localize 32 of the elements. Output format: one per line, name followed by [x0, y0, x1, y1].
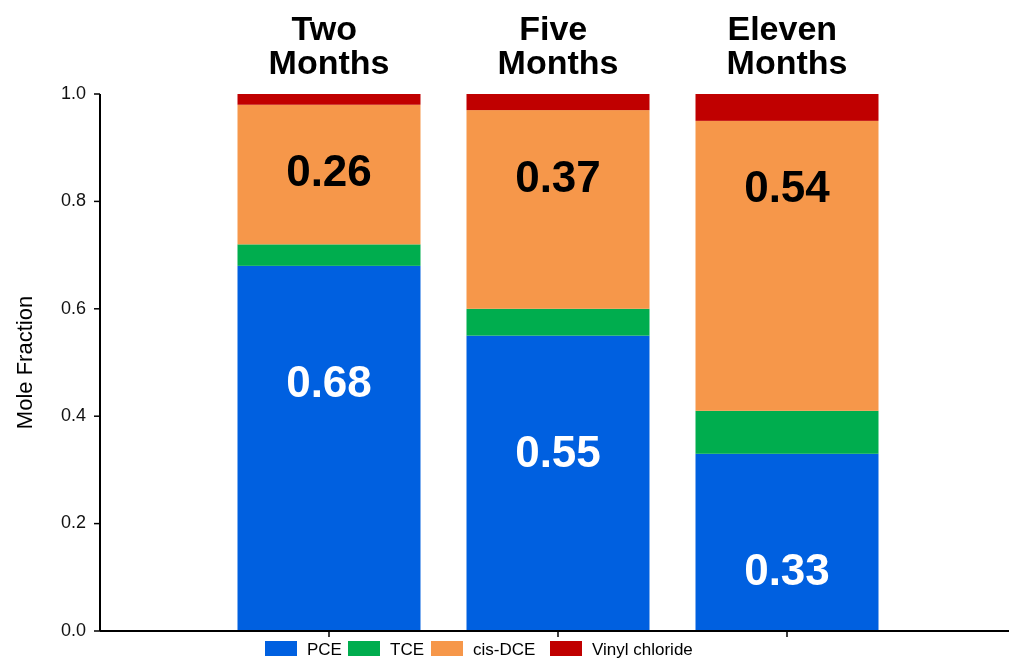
bar	[466, 308, 650, 336]
bar	[466, 110, 650, 309]
data-label: 0.54	[744, 162, 831, 212]
legend-label: PCE	[307, 640, 342, 659]
x-tick-label: Two Months	[268, 9, 390, 81]
legend-label: Vinyl chloride	[592, 640, 693, 659]
data-label: 0.55	[515, 427, 601, 477]
y-tick-label: 1.0	[60, 82, 86, 103]
data-label: 0.68	[286, 357, 372, 407]
y-tick-label: 0.4	[60, 404, 86, 425]
bar	[466, 335, 650, 631]
bar	[695, 410, 879, 454]
y-tick-label: 0.0	[60, 619, 86, 640]
bar	[695, 453, 879, 631]
y-tick-label: 0.8	[60, 190, 86, 211]
x-tick-label: Five Months	[497, 9, 619, 81]
legend-label: cis-DCE	[473, 640, 536, 659]
bar	[237, 94, 421, 105]
y-tick-label: 0.2	[60, 512, 86, 533]
legend-label: TCE	[390, 640, 424, 659]
bar	[695, 120, 879, 411]
bar	[237, 244, 421, 266]
bar	[237, 265, 421, 631]
bar	[237, 104, 421, 245]
y-axis-title: Mole Fraction	[12, 295, 37, 430]
data-label: 0.26	[286, 146, 372, 196]
data-label: 0.33	[744, 545, 830, 595]
bar	[695, 94, 879, 121]
data-label: 0.37	[515, 151, 601, 201]
x-tick-label: Eleven Months	[726, 9, 848, 81]
y-tick-label: 0.6	[60, 297, 86, 318]
bar	[466, 94, 650, 111]
